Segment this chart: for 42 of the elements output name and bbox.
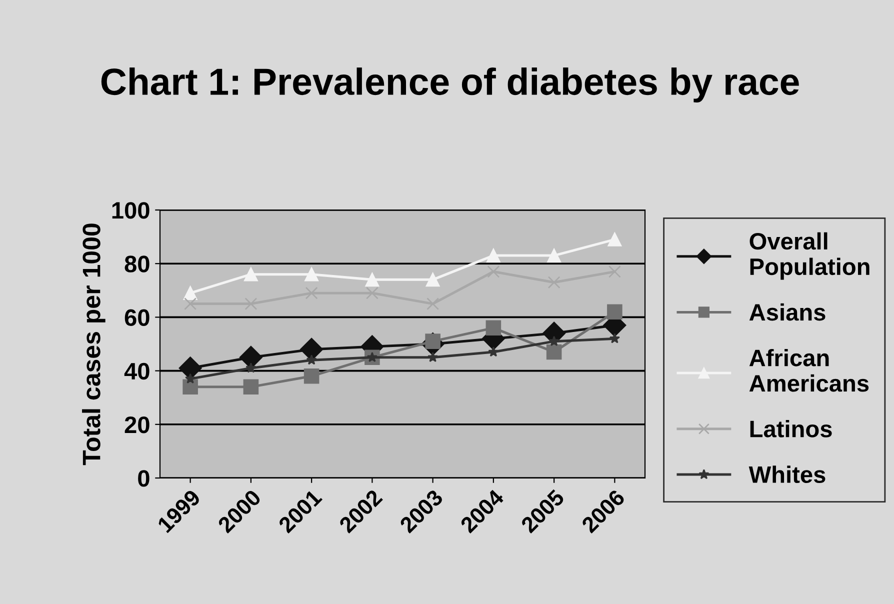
legend-label: Latinos: [750, 420, 832, 438]
point: [304, 267, 319, 282]
y-tick-label: 60: [124, 309, 150, 326]
point: [608, 232, 622, 246]
point: [607, 304, 622, 320]
point: [486, 320, 502, 336]
y-tick-label: 100: [112, 202, 150, 219]
legend-label: Asians: [749, 303, 826, 321]
legend-label: African Americans: [749, 348, 869, 392]
point: [183, 286, 198, 300]
point: [244, 298, 258, 310]
legend-label: Whites: [748, 466, 826, 484]
point: [548, 336, 560, 346]
point: [427, 352, 438, 362]
point: [426, 298, 440, 310]
point: [426, 272, 440, 287]
y-tick-label: 0: [138, 470, 150, 487]
point: [182, 379, 198, 395]
point: [365, 272, 380, 287]
point: [366, 286, 378, 300]
y-tick-label: 80: [124, 256, 150, 272]
y-tick-label: 20: [124, 416, 150, 434]
point: [486, 248, 500, 263]
point: [305, 286, 318, 300]
point: [243, 379, 259, 395]
chart-title: Chart 1: Prevalence of diabetes by race: [101, 68, 799, 102]
point: [487, 265, 500, 278]
point: [488, 346, 499, 357]
legend-label: Overall Population: [750, 232, 870, 280]
point: [548, 276, 560, 289]
point: [608, 265, 621, 278]
point: [306, 354, 317, 365]
point: [244, 267, 258, 282]
y-tick-label: 40: [124, 362, 150, 380]
point: [184, 373, 196, 384]
point: [609, 333, 620, 344]
point: [547, 248, 562, 263]
point: [546, 344, 562, 360]
point: [246, 362, 256, 373]
point: [184, 298, 197, 310]
point: [304, 368, 320, 384]
y-axis-title: Total cases per 1000: [82, 224, 106, 466]
